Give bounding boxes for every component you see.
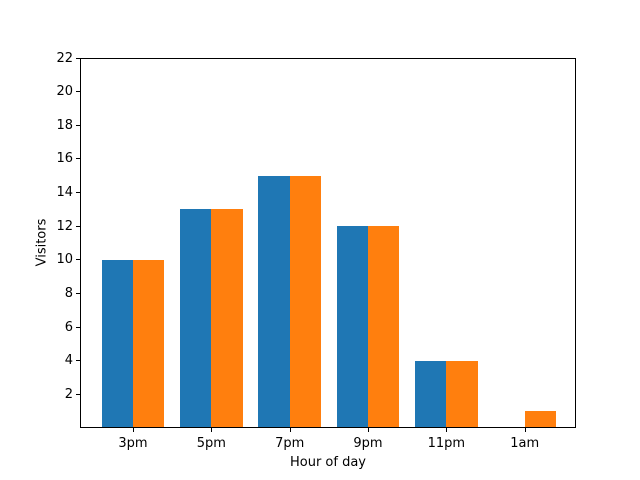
y-tick-mark <box>76 225 80 227</box>
x-tick-mark <box>289 428 291 432</box>
y-tick-label: 4 <box>64 353 73 369</box>
bar-3pm-orange-series <box>133 259 165 428</box>
x-tick-mark <box>368 428 369 432</box>
y-tick-label: 22 <box>56 50 73 66</box>
y-tick-mark <box>76 259 80 261</box>
bar-3pm-blue-series <box>101 259 133 428</box>
bar-5pm-blue-series <box>180 209 212 428</box>
bar-11pm-orange-series <box>446 360 478 428</box>
bar-7pm-blue-series <box>258 175 290 428</box>
y-tick-mark <box>76 326 80 328</box>
x-axis-label: Hour of day <box>289 455 367 470</box>
y-tick-mark <box>76 57 80 59</box>
x-tick-mark <box>133 428 134 432</box>
x-tick-label: 9pm <box>353 436 383 451</box>
y-tick-label: 20 <box>56 84 73 100</box>
y-tick-label: 10 <box>56 252 73 268</box>
x-tick-mark <box>211 428 213 432</box>
bar-11pm-blue-series <box>415 360 447 428</box>
y-tick-label: 6 <box>64 319 73 335</box>
plot-area <box>80 58 576 428</box>
bar-9pm-blue-series <box>336 226 368 428</box>
x-tick-label: 3pm <box>118 436 148 451</box>
x-tick-label: 7pm <box>275 436 305 451</box>
bar-9pm-orange-series <box>368 226 400 428</box>
y-tick-mark <box>76 360 80 362</box>
y-tick-label: 2 <box>64 386 73 402</box>
y-tick-mark <box>76 393 80 395</box>
y-tick-mark <box>76 91 80 93</box>
y-tick-mark <box>76 158 80 160</box>
x-tick-label: 5pm <box>196 436 226 451</box>
y-axis-label: Visitors <box>34 218 50 267</box>
x-tick-mark <box>524 428 526 432</box>
y-tick-label: 14 <box>56 185 73 200</box>
x-tick-label: 11pm <box>427 436 466 451</box>
x-tick-mark <box>446 428 448 432</box>
y-tick-mark <box>76 124 80 126</box>
y-tick-label: 12 <box>56 218 73 234</box>
bar-1am-orange-series <box>524 411 556 428</box>
y-tick-label: 18 <box>56 117 73 133</box>
y-tick-label: 16 <box>56 151 73 167</box>
y-tick-mark <box>76 293 80 294</box>
bar-7pm-orange-series <box>289 175 321 428</box>
y-tick-label: 8 <box>64 286 73 301</box>
x-tick-label: 1am <box>510 436 540 451</box>
y-tick-mark <box>76 192 80 193</box>
bar-5pm-orange-series <box>211 209 243 428</box>
